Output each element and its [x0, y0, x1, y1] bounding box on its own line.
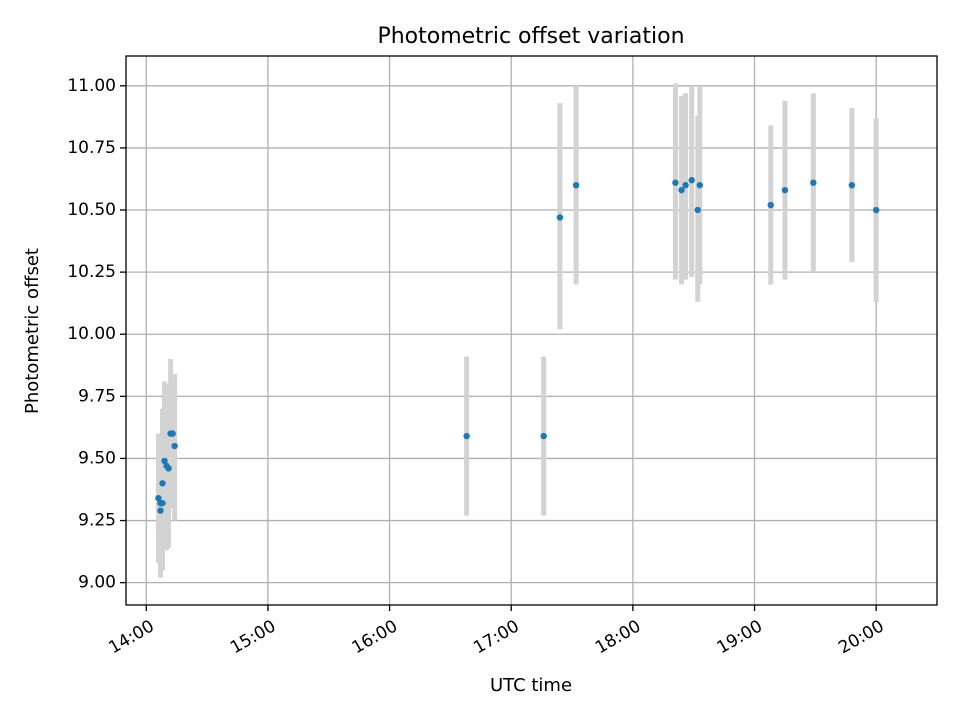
data-point: [165, 465, 172, 472]
y-tick-label: 10.00: [67, 324, 116, 344]
data-point: [157, 507, 164, 514]
data-point: [848, 181, 856, 189]
data-point: [572, 181, 580, 189]
data-point: [463, 432, 470, 440]
y-tick-label: 10.50: [67, 200, 116, 220]
data-point: [678, 186, 685, 194]
data-point: [155, 494, 162, 502]
chart-title: Photometric offset variation: [377, 24, 684, 49]
data-point: [171, 442, 178, 450]
data-point: [781, 186, 789, 194]
data-point: [696, 181, 703, 189]
data-point: [688, 177, 695, 184]
y-tick-label: 10.25: [67, 262, 116, 282]
data-points: [155, 177, 880, 514]
data-point: [872, 206, 880, 214]
y-tick-label: 9.50: [78, 448, 116, 468]
y-tick-label: 10.75: [67, 138, 116, 158]
data-point: [169, 430, 176, 437]
data-point: [694, 206, 701, 214]
grid: [126, 56, 937, 605]
plot-frame: [125, 55, 938, 606]
data-point: [672, 179, 679, 186]
data-point: [159, 480, 166, 487]
x-axis-label: UTC time: [490, 675, 572, 696]
data-point: [556, 214, 564, 221]
data-point: [810, 179, 817, 186]
y-tick-label: 11.00: [67, 76, 116, 96]
y-axis-label: Photometric offset: [22, 248, 43, 414]
data-point: [159, 499, 166, 507]
y-tick-label: 9.00: [78, 573, 116, 593]
data-point: [767, 201, 774, 209]
y-tick-label: 9.25: [78, 511, 116, 531]
data-point: [161, 457, 168, 465]
y-tick-label: 9.75: [78, 386, 116, 406]
data-point: [540, 432, 547, 440]
data-point: [682, 181, 689, 189]
